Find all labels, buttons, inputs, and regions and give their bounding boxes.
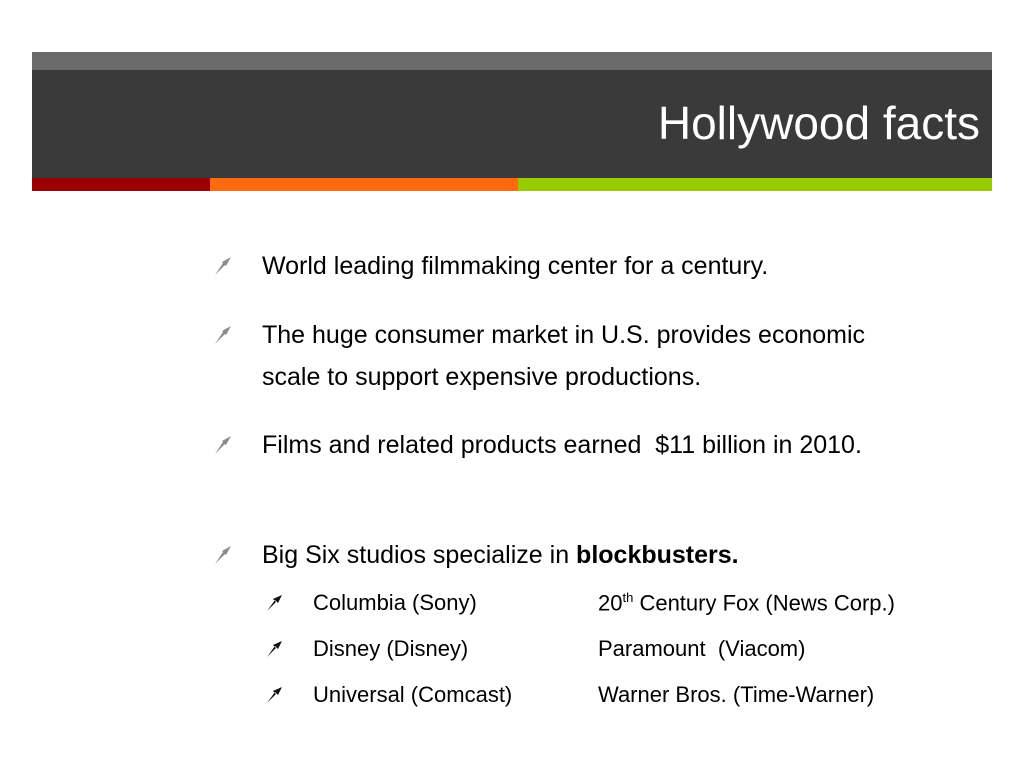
studio-text: Century Fox (News Corp.) bbox=[639, 590, 895, 616]
bullet: The huge consumer market in U.S. provide… bbox=[215, 314, 892, 398]
studio-right: Warner Bros. (Time-Warner) bbox=[598, 682, 874, 708]
bullet: Films and related products earned $11 bi… bbox=[215, 424, 892, 466]
studio-sup: th bbox=[622, 590, 634, 605]
header: Hollywood facts bbox=[32, 70, 992, 178]
sub-bullet-icon bbox=[267, 641, 282, 657]
studio-left: Disney (Disney) bbox=[267, 636, 469, 662]
header-strip bbox=[32, 52, 992, 70]
bullet: World leading filmmaking center for a ce… bbox=[215, 245, 892, 287]
studio-text: Disney (Disney) bbox=[313, 636, 469, 661]
bullet-emphasis: blockbusters. bbox=[576, 541, 739, 569]
studio-text: Paramount (Viacom) bbox=[598, 636, 806, 661]
sub-bullet-icon bbox=[267, 687, 282, 703]
bullet-icon bbox=[215, 436, 231, 454]
studio-right: Paramount (Viacom) bbox=[598, 636, 805, 662]
bullet-text: World leading filmmaking center for a ce… bbox=[262, 252, 769, 280]
studio-text: Warner Bros. (Time-Warner) bbox=[598, 682, 875, 707]
bullet-text: The huge consumer market in U.S. provide… bbox=[262, 321, 873, 391]
bullet-text: Big Six studios specialize in bbox=[262, 541, 570, 569]
bullet-icon bbox=[215, 257, 231, 275]
studio-left: Columbia (Sony) bbox=[267, 590, 477, 616]
sub-bullet-icon bbox=[267, 595, 282, 611]
title: Hollywood facts bbox=[657, 97, 980, 149]
bullet-text: Films and related products earned $11 bi… bbox=[262, 431, 862, 459]
accent-green bbox=[518, 178, 992, 191]
studio-text: Universal (Comcast) bbox=[313, 682, 513, 707]
studio-left: Universal (Comcast) bbox=[267, 682, 513, 708]
studio-number: 20 bbox=[598, 590, 623, 616]
bullet: Big Six studios specialize in blockbuste… bbox=[215, 534, 892, 576]
studio-text: Columbia (Sony) bbox=[313, 590, 477, 615]
bullet-icon bbox=[215, 326, 231, 344]
bullet-icon bbox=[215, 546, 231, 564]
studio-right: 20th Century Fox (News Corp.) bbox=[598, 590, 895, 616]
accent-red bbox=[32, 178, 210, 191]
accent-orange bbox=[210, 178, 518, 191]
